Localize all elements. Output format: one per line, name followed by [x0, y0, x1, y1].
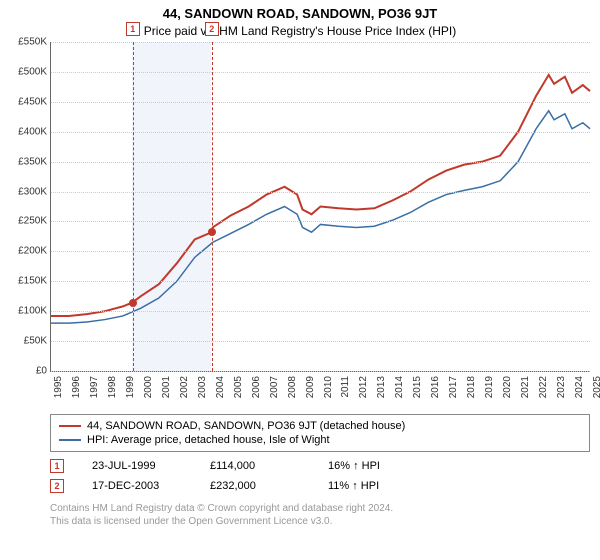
- x-tick-label: 2017: [448, 376, 459, 398]
- x-tick-label: 2022: [538, 376, 549, 398]
- y-tick-label: £150K: [3, 276, 47, 287]
- x-tick-label: 2010: [323, 376, 334, 398]
- y-tick-label: £300K: [3, 186, 47, 197]
- x-tick-label: 2002: [179, 376, 190, 398]
- y-tick-label: £200K: [3, 246, 47, 257]
- y-tick-label: £50K: [3, 336, 47, 347]
- x-tick-label: 2018: [466, 376, 477, 398]
- sale-price: £114,000: [210, 460, 300, 472]
- price-chart: £0£50K£100K£150K£200K£250K£300K£350K£400…: [50, 42, 590, 372]
- sale-dot: [129, 299, 137, 307]
- x-tick-label: 1998: [107, 376, 118, 398]
- legend-swatch: [59, 425, 81, 427]
- y-tick-label: £400K: [3, 126, 47, 137]
- x-tick-label: 2013: [376, 376, 387, 398]
- y-tick-label: £0: [3, 366, 47, 377]
- sale-date: 17-DEC-2003: [92, 480, 182, 492]
- x-tick-label: 2016: [430, 376, 441, 398]
- x-tick-label: 2007: [269, 376, 280, 398]
- footer: Contains HM Land Registry data © Crown c…: [50, 502, 590, 528]
- x-tick-label: 1999: [125, 376, 136, 398]
- footer-text: This data is licensed under the Open Gov…: [50, 515, 590, 528]
- legend: 44, SANDOWN ROAD, SANDOWN, PO36 9JT (det…: [50, 414, 590, 452]
- x-tick-label: 2023: [556, 376, 567, 398]
- page-title: 44, SANDOWN ROAD, SANDOWN, PO36 9JT: [0, 0, 600, 21]
- footer-text: Contains HM Land Registry data © Crown c…: [50, 502, 590, 515]
- x-tick-label: 2019: [484, 376, 495, 398]
- sale-marker: 2: [50, 479, 64, 493]
- x-tick-label: 2001: [161, 376, 172, 398]
- y-tick-label: £500K: [3, 66, 47, 77]
- sale-date: 23-JUL-1999: [92, 460, 182, 472]
- x-tick-label: 2006: [251, 376, 262, 398]
- y-tick-label: £550K: [3, 37, 47, 48]
- x-tick-label: 1995: [53, 376, 64, 398]
- x-tick-label: 2003: [197, 376, 208, 398]
- legend-label: 44, SANDOWN ROAD, SANDOWN, PO36 9JT (det…: [87, 420, 405, 432]
- x-tick-label: 2025: [592, 376, 600, 398]
- chart-marker: 1: [126, 22, 140, 36]
- sale-marker: 1: [50, 459, 64, 473]
- sale-price: £232,000: [210, 480, 300, 492]
- sale-delta: 11% ↑ HPI: [328, 480, 418, 492]
- legend-item: HPI: Average price, detached house, Isle…: [59, 433, 581, 447]
- x-axis-labels: 1995 1996 1997 1998 1999 2000 2001 2002 2003 2004…: [50, 372, 590, 408]
- x-tick-label: 2020: [502, 376, 513, 398]
- x-tick-label: 2014: [394, 376, 405, 398]
- x-tick-label: 2012: [358, 376, 369, 398]
- legend-swatch: [59, 439, 81, 441]
- legend-item: 44, SANDOWN ROAD, SANDOWN, PO36 9JT (det…: [59, 419, 581, 433]
- x-tick-label: 1996: [71, 376, 82, 398]
- x-tick-label: 2024: [574, 376, 585, 398]
- table-row: 2 17-DEC-2003 £232,000 11% ↑ HPI: [50, 476, 590, 496]
- x-tick-label: 2005: [233, 376, 244, 398]
- x-tick-label: 2004: [215, 376, 226, 398]
- x-tick-label: 1997: [89, 376, 100, 398]
- sales-table: 1 23-JUL-1999 £114,000 16% ↑ HPI 2 17-DE…: [50, 456, 590, 496]
- x-tick-label: 2009: [305, 376, 316, 398]
- y-tick-label: £250K: [3, 216, 47, 227]
- x-tick-label: 2021: [520, 376, 531, 398]
- x-tick-label: 2011: [340, 376, 351, 398]
- table-row: 1 23-JUL-1999 £114,000 16% ↑ HPI: [50, 456, 590, 476]
- sale-delta: 16% ↑ HPI: [328, 460, 418, 472]
- x-tick-label: 2008: [287, 376, 298, 398]
- page-subtitle: Price paid vs. HM Land Registry's House …: [0, 21, 600, 42]
- x-tick-label: 2000: [143, 376, 154, 398]
- sale-dot: [208, 228, 216, 236]
- y-tick-label: £350K: [3, 156, 47, 167]
- y-tick-label: £450K: [3, 96, 47, 107]
- legend-label: HPI: Average price, detached house, Isle…: [87, 434, 330, 446]
- x-tick-label: 2015: [412, 376, 423, 398]
- y-tick-label: £100K: [3, 306, 47, 317]
- chart-marker: 2: [205, 22, 219, 36]
